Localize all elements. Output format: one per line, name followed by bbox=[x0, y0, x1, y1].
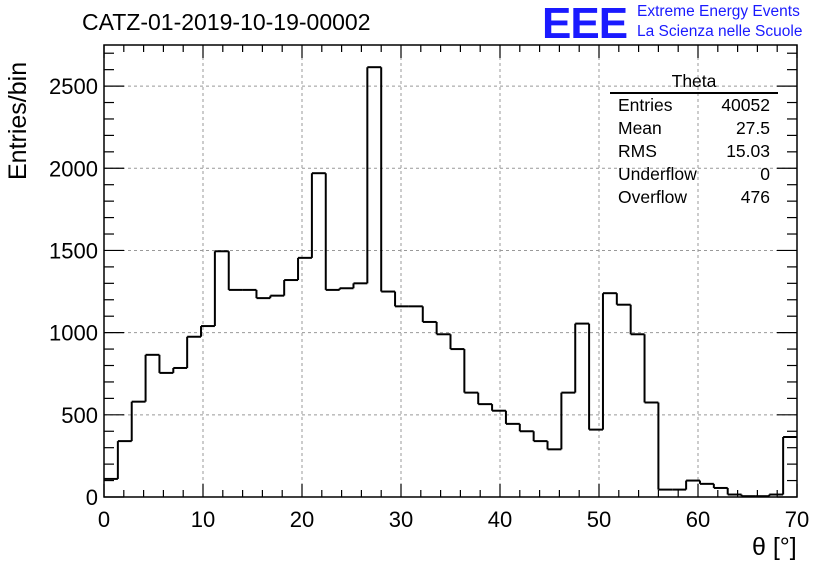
y-tick-label: 0 bbox=[86, 485, 98, 510]
x-axis-label: θ [°] bbox=[752, 533, 797, 561]
stats-value: 0 bbox=[760, 164, 770, 184]
stats-label: Underflow bbox=[618, 164, 697, 184]
stats-value: 15.03 bbox=[726, 141, 770, 161]
stats-value: 476 bbox=[740, 187, 770, 207]
stats-row-entries: Entries 40052 bbox=[610, 94, 778, 117]
logo-mark: EEE bbox=[542, 0, 628, 48]
stats-value: 40052 bbox=[721, 95, 770, 115]
stats-row-underflow: Underflow 0 bbox=[610, 163, 778, 186]
plot-frame bbox=[103, 44, 798, 498]
y-tick-label: 1000 bbox=[49, 321, 98, 346]
stats-row-overflow: Overflow 476 bbox=[610, 186, 778, 209]
y-tick-label: 2500 bbox=[49, 74, 98, 99]
y-tick-label: 2000 bbox=[49, 156, 98, 181]
x-tick-label: 20 bbox=[290, 507, 314, 532]
stats-row-rms: RMS 15.03 bbox=[610, 140, 778, 163]
x-tick-label: 70 bbox=[785, 507, 809, 532]
stats-box: Theta Entries 40052 Mean 27.5 RMS 15.03 … bbox=[610, 70, 778, 209]
y-tick-label: 500 bbox=[61, 403, 98, 428]
histogram-layer bbox=[104, 66, 797, 498]
x-tick-label: 10 bbox=[191, 507, 215, 532]
chart-title: CATZ-01-2019-10-19-00002 bbox=[82, 9, 371, 35]
stats-value: 27.5 bbox=[735, 118, 770, 138]
x-tick-label: 40 bbox=[488, 507, 512, 532]
axis-layer: 0 10 20 30 40 50 60 70 0 500 1000 1500 2000 2500 bbox=[49, 44, 809, 532]
x-tick-label: 50 bbox=[587, 507, 611, 532]
stats-title: Theta bbox=[610, 70, 778, 94]
stats-row-mean: Mean 27.5 bbox=[610, 117, 778, 140]
logo-line-1: Extreme Energy Events bbox=[637, 3, 800, 20]
stats-label: Mean bbox=[618, 118, 662, 138]
logo-line-2: La Scienza nelle Scuole bbox=[637, 23, 803, 40]
y-tick-label: 1500 bbox=[49, 238, 98, 263]
stats-label: Overflow bbox=[618, 187, 688, 207]
y-axis-label: Entries/bin bbox=[4, 61, 32, 180]
x-tick-label: 60 bbox=[686, 507, 710, 532]
stats-label: RMS bbox=[618, 141, 657, 161]
x-tick-label: 0 bbox=[98, 507, 110, 532]
x-tick-label: 30 bbox=[389, 507, 413, 532]
stats-label: Entries bbox=[618, 95, 673, 115]
